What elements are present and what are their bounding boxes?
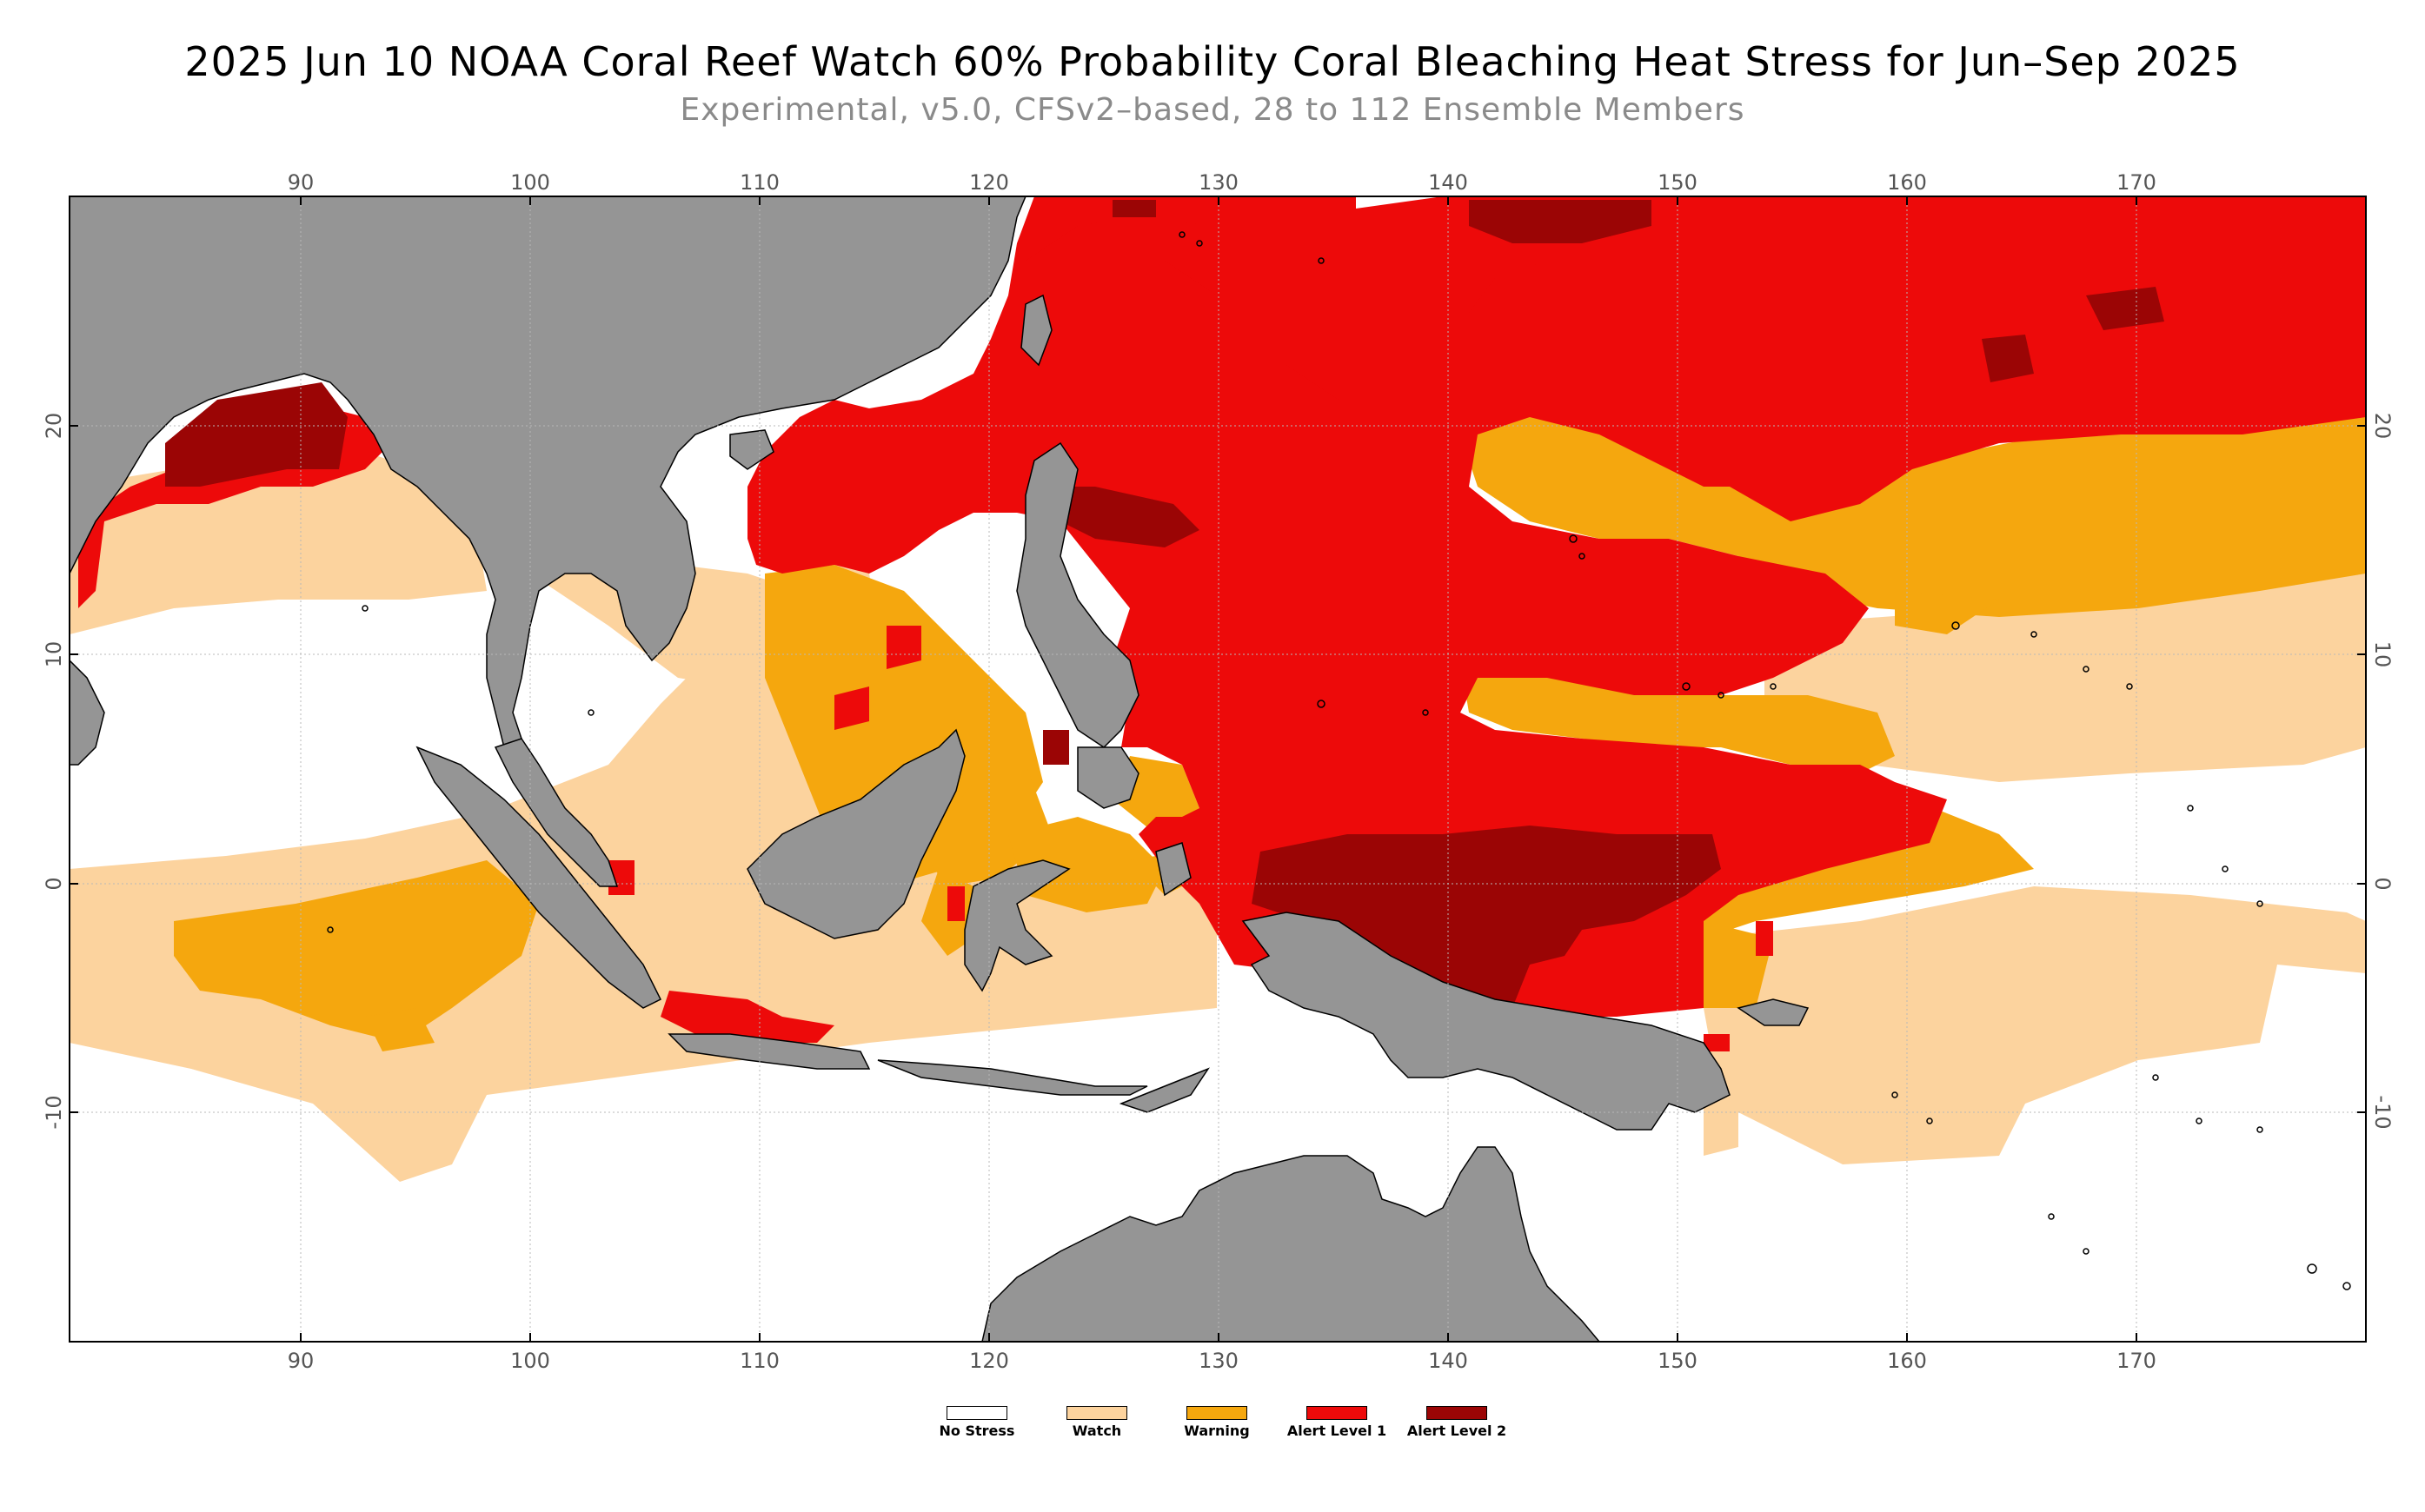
lat-right-label: 20 [2370, 413, 2395, 440]
lon-bottom-label: 130 [1199, 1349, 1239, 1373]
lat-left-label: -10 [42, 1095, 66, 1129]
legend-swatch [1186, 1406, 1247, 1420]
land-masses [70, 196, 1810, 1342]
lon-bottom-label: 100 [510, 1349, 550, 1373]
lon-top-label: 160 [1887, 170, 1927, 195]
asia-mainland [70, 196, 1026, 749]
borneo [747, 728, 966, 939]
legend-label: Alert Level 2 [1406, 1422, 1507, 1439]
legend-swatch [1426, 1406, 1487, 1420]
australia [981, 1146, 1600, 1342]
philippines [1016, 441, 1139, 748]
lat-left-label: 20 [42, 413, 66, 440]
lon-top-label: 130 [1199, 170, 1239, 195]
new-britain [1737, 998, 1810, 1026]
legend-swatch [1066, 1406, 1127, 1420]
lon-top-label: 120 [969, 170, 1009, 195]
lat-right-label: 10 [2370, 641, 2395, 668]
heat-stress-map: 90 100 110 120 130 140 150 160 170 90 10… [42, 170, 2395, 1373]
lon-top-label: 100 [510, 170, 550, 195]
map-legend: No Stress Watch Warning Alert Level 1 Al… [0, 1406, 2425, 1476]
graticule [70, 196, 2366, 1342]
lon-top-label: 170 [2116, 170, 2156, 195]
lon-bottom-label: 150 [1658, 1349, 1698, 1373]
sulawesi [964, 859, 1071, 992]
legend-label: Watch [1072, 1422, 1122, 1439]
island-outlines [327, 231, 2351, 1290]
legend-item-warning: Warning [1156, 1406, 1278, 1439]
lesser-sunda [877, 1059, 1148, 1096]
alert-level-2-zones [165, 200, 2164, 1008]
legend-item-alert-level-2: Alert Level 2 [1396, 1406, 1518, 1439]
timor [1119, 1067, 1210, 1113]
map-subtitle: Experimental, v5.0, CFSv2–based, 28 to 1… [680, 92, 1745, 128]
legend-item-watch: Watch [1036, 1406, 1158, 1439]
java [668, 1033, 871, 1070]
lat-right-label: 0 [2370, 877, 2395, 890]
new-guinea [1241, 912, 1731, 1131]
halmahera [1155, 842, 1192, 897]
lon-top-label: 150 [1658, 170, 1698, 195]
taiwan [1020, 294, 1053, 367]
lon-top-label: 140 [1428, 170, 1468, 195]
lon-bottom-label: 120 [969, 1349, 1009, 1373]
lat-left-label: 0 [42, 877, 66, 890]
mindanao [1077, 746, 1139, 809]
legend-item-alert-level-1: Alert Level 1 [1276, 1406, 1398, 1439]
lon-top-label: 90 [288, 170, 315, 195]
legend-swatch [1306, 1406, 1367, 1420]
lat-right-label: -10 [2370, 1095, 2395, 1129]
map-title: 2025 Jun 10 NOAA Coral Reef Watch 60% Pr… [184, 38, 2241, 85]
lon-bottom-label: 90 [288, 1349, 315, 1373]
legend-label: Warning [1184, 1422, 1250, 1439]
lon-bottom-label: 140 [1428, 1349, 1468, 1373]
legend-label: Alert Level 1 [1286, 1422, 1387, 1439]
lon-bottom-label: 170 [2116, 1349, 2156, 1373]
lon-bottom-label: 110 [740, 1349, 780, 1373]
malay-peninsula [494, 738, 619, 887]
sumatra [415, 746, 662, 1009]
lon-top-label: 110 [740, 170, 780, 195]
india-peninsula [70, 659, 105, 766]
legend-item-no-stress: No Stress [916, 1406, 1038, 1439]
lat-left-label: 10 [42, 641, 66, 668]
legend-swatch [947, 1406, 1007, 1420]
hainan [729, 429, 774, 470]
lon-bottom-label: 160 [1887, 1349, 1927, 1373]
legend-label: No Stress [939, 1422, 1015, 1439]
